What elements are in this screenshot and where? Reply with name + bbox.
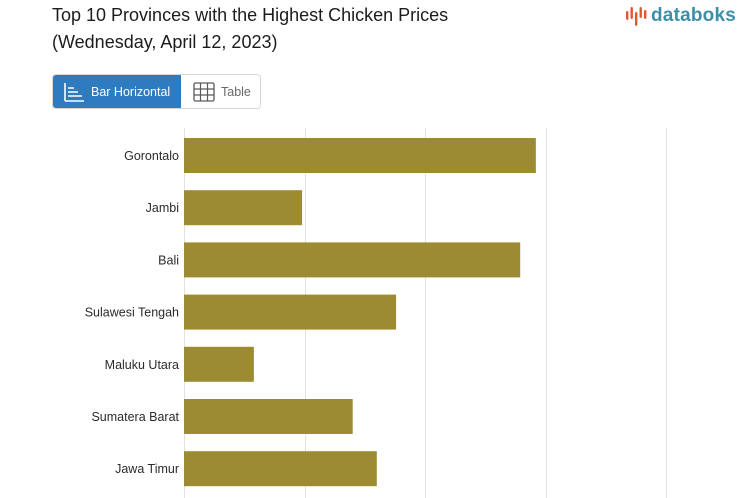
table-icon — [193, 81, 215, 102]
bar-sumatera-barat[interactable] — [184, 399, 353, 434]
bar-maluku-utara[interactable] — [184, 346, 254, 382]
category-label: Maluku Utara — [105, 358, 179, 372]
bar-gorontalo[interactable] — [184, 138, 536, 173]
view-toggle: Bar Horizontal Table — [52, 74, 261, 109]
category-label: Bali — [158, 253, 179, 267]
title-line-1: Top 10 Provinces with the Highest Chicke… — [52, 5, 449, 25]
table-label: Table — [221, 84, 251, 99]
table-button[interactable]: Table — [181, 75, 260, 108]
bar-jawa-timur[interactable] — [184, 451, 377, 487]
bar-chart: Gorontalo Jambi Bali Sulawesi Tengah Maluku … — [85, 128, 667, 498]
databoks-logo[interactable]: databoks — [625, 3, 736, 29]
databoks-logo-mark-icon — [626, 7, 647, 26]
grid-layer — [184, 128, 667, 498]
title-line-2: (Wednesday, April 12, 2023) — [52, 32, 278, 52]
bar-sulawesi-tengah[interactable] — [184, 294, 397, 330]
category-label: Jambi — [146, 201, 179, 215]
bar-layer — [184, 138, 536, 487]
bar-jambi[interactable] — [184, 190, 303, 226]
category-label: Jawa Timur — [115, 462, 179, 476]
bar-horizontal-label: Bar Horizontal — [91, 84, 171, 99]
label-layer: Gorontalo Jambi Bali Sulawesi Tengah Maluku … — [85, 149, 180, 476]
category-label: Gorontalo — [124, 149, 179, 163]
chart-title: Top 10 Provinces with the Highest Chicke… — [52, 2, 572, 56]
bar-bali[interactable] — [184, 242, 521, 278]
category-label: Sumatera Barat — [91, 410, 179, 424]
databoks-logo-text: databoks — [651, 5, 737, 26]
bar-horizontal-button[interactable]: Bar Horizontal — [53, 75, 181, 108]
category-label: Sulawesi Tengah — [85, 306, 179, 320]
bar-horizontal-icon — [64, 82, 84, 102]
